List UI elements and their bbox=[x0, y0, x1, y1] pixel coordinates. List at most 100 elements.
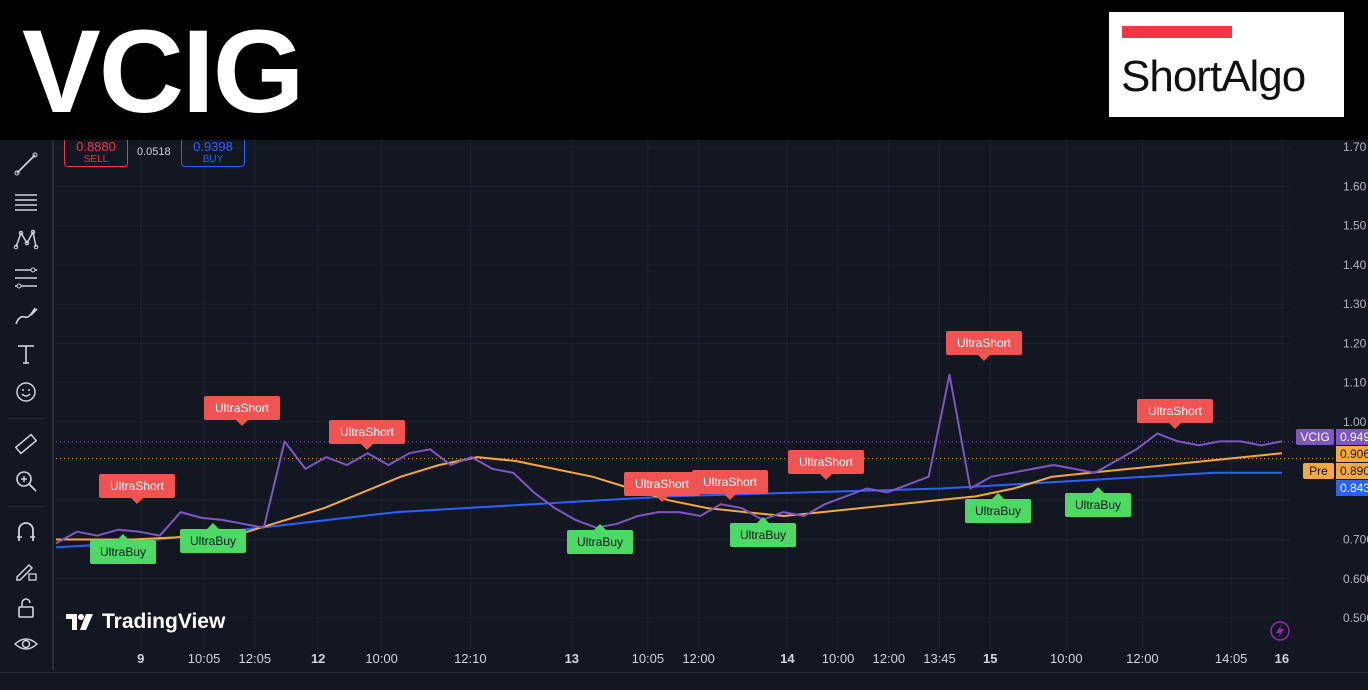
sell-button[interactable]: 0.8880 SELL bbox=[64, 140, 128, 167]
sell-label: SELL bbox=[83, 154, 109, 165]
x-tick-label: 13 bbox=[565, 651, 579, 666]
lock-icon[interactable] bbox=[10, 592, 42, 624]
ticker-symbol: VCIG bbox=[22, 6, 304, 138]
logo-red-bar bbox=[1122, 26, 1232, 38]
y-tick-label: 0.500 bbox=[1343, 611, 1368, 625]
x-tick-label: 9 bbox=[137, 651, 144, 666]
horizontal-lines-icon[interactable] bbox=[10, 186, 42, 218]
svg-text:UltraBuy: UltraBuy bbox=[1075, 498, 1121, 512]
svg-text:0.890: 0.890 bbox=[1340, 464, 1368, 478]
header-banner: VCIG ShortAlgo bbox=[0, 0, 1368, 140]
watermark-text: TradingView bbox=[102, 610, 226, 633]
tradingview-logo-icon bbox=[66, 614, 93, 630]
svg-text:UltraShort: UltraShort bbox=[799, 455, 854, 469]
ultrashort-signal[interactable]: UltraShort bbox=[946, 331, 1022, 361]
buy-price: 0.9398 bbox=[193, 139, 233, 154]
x-tick-label: 10:00 bbox=[822, 651, 855, 666]
svg-text:0.949: 0.949 bbox=[1340, 430, 1368, 444]
price-line bbox=[55, 373, 1283, 545]
svg-text:UltraShort: UltraShort bbox=[215, 401, 270, 415]
tradingview-watermark: TradingView bbox=[66, 610, 225, 634]
magnet-icon[interactable] bbox=[10, 516, 42, 548]
price-badge: 0.906 bbox=[1336, 446, 1368, 462]
x-tick-label: 12:00 bbox=[1126, 651, 1159, 666]
spread-value: 0.0518 bbox=[137, 146, 171, 158]
lock-draw-icon[interactable] bbox=[10, 554, 42, 586]
svg-text:UltraShort: UltraShort bbox=[635, 477, 690, 491]
ultrabuy-signal[interactable]: UltraBuy bbox=[180, 523, 246, 553]
ultrabuy-signal[interactable]: UltraBuy bbox=[1065, 487, 1131, 517]
svg-text:UltraShort: UltraShort bbox=[703, 475, 758, 489]
fib-icon[interactable] bbox=[10, 262, 42, 294]
y-tick-label: 1.30 bbox=[1343, 297, 1367, 311]
svg-text:UltraShort: UltraShort bbox=[1148, 404, 1203, 418]
svg-text:UltraShort: UltraShort bbox=[110, 479, 165, 493]
price-badge: VCIG 0.949 bbox=[1296, 429, 1368, 445]
brush-icon[interactable] bbox=[10, 300, 42, 332]
ultrashort-signal[interactable]: UltraShort bbox=[99, 474, 175, 504]
x-tick-label: 15 bbox=[983, 651, 997, 666]
svg-text:UltraBuy: UltraBuy bbox=[190, 534, 236, 548]
svg-text:UltraBuy: UltraBuy bbox=[975, 504, 1021, 518]
emoji-icon[interactable] bbox=[10, 376, 42, 408]
x-tick-label: 13:45 bbox=[923, 651, 956, 666]
sell-price: 0.8880 bbox=[76, 139, 116, 154]
ultrashort-signal[interactable]: UltraShort bbox=[1137, 399, 1213, 429]
x-tick-label: 14:05 bbox=[1215, 651, 1248, 666]
svg-text:0.843: 0.843 bbox=[1340, 481, 1368, 495]
y-tick-label: 1.60 bbox=[1343, 179, 1367, 193]
x-tick-label: 12:05 bbox=[239, 651, 272, 666]
ultrashort-signal[interactable]: UltraShort bbox=[329, 420, 405, 450]
zoom-in-icon[interactable] bbox=[10, 465, 42, 497]
ultrabuy-signal[interactable]: UltraBuy bbox=[567, 524, 633, 554]
svg-text:UltraBuy: UltraBuy bbox=[100, 545, 146, 559]
ruler-icon[interactable] bbox=[10, 428, 42, 460]
bottom-toolbar bbox=[0, 672, 1368, 690]
price-badge: 0.843 bbox=[1336, 480, 1368, 496]
logo-text: ShortAlgo bbox=[1121, 52, 1306, 101]
pattern-icon[interactable] bbox=[10, 224, 42, 256]
svg-text:Pre: Pre bbox=[1309, 464, 1328, 478]
eye-icon[interactable] bbox=[10, 628, 42, 660]
trend-line-icon[interactable] bbox=[10, 148, 42, 180]
ultrabuy-signal[interactable]: UltraBuy bbox=[730, 517, 796, 547]
ultrabuy-signal[interactable]: UltraBuy bbox=[90, 534, 156, 564]
buy-button[interactable]: 0.9398 BUY bbox=[181, 140, 245, 167]
ultrashort-signal[interactable]: UltraShort bbox=[788, 450, 864, 480]
x-tick-label: 12:10 bbox=[454, 651, 487, 666]
drawing-toolbar bbox=[0, 140, 52, 689]
lightning-icon[interactable] bbox=[1270, 621, 1290, 641]
toolbar-divider bbox=[8, 418, 44, 419]
ultrashort-signal[interactable]: UltraShort bbox=[624, 472, 700, 502]
x-tick-label: 10:00 bbox=[1050, 651, 1083, 666]
svg-text:UltraShort: UltraShort bbox=[340, 425, 395, 439]
text-icon[interactable] bbox=[10, 338, 42, 370]
svg-text:VCIG: VCIG bbox=[1300, 430, 1329, 444]
y-tick-label: 1.70 bbox=[1343, 140, 1367, 154]
svg-text:UltraBuy: UltraBuy bbox=[740, 528, 786, 542]
x-tick-label: 14 bbox=[780, 651, 795, 666]
svg-text:UltraBuy: UltraBuy bbox=[577, 535, 623, 549]
x-tick-label: 16 bbox=[1275, 651, 1289, 666]
x-tick-label: 12:00 bbox=[682, 651, 715, 666]
y-tick-label: 1.20 bbox=[1343, 336, 1367, 350]
ultrabuy-signal[interactable]: UltraBuy bbox=[965, 493, 1031, 523]
y-tick-label: 1.10 bbox=[1343, 376, 1367, 390]
toolbar-edge bbox=[52, 140, 54, 670]
x-tick-label: 10:05 bbox=[188, 651, 221, 666]
x-tick-label: 12 bbox=[311, 651, 325, 666]
ultrashort-signal[interactable]: UltraShort bbox=[692, 470, 768, 500]
buy-label: BUY bbox=[202, 154, 224, 165]
y-tick-label: 1.50 bbox=[1343, 219, 1367, 233]
y-tick-label: 1.00 bbox=[1343, 415, 1367, 429]
x-tick-label: 10:00 bbox=[365, 651, 398, 666]
shortalgo-logo: ShortAlgo bbox=[1109, 12, 1344, 117]
svg-text:0.906: 0.906 bbox=[1340, 447, 1368, 461]
toolbar-divider bbox=[8, 506, 44, 507]
price-badge: Pre 0.890 bbox=[1303, 463, 1368, 479]
y-tick-label: 0.700 bbox=[1343, 533, 1368, 547]
y-tick-label: 0.600 bbox=[1343, 572, 1368, 586]
svg-text:UltraShort: UltraShort bbox=[957, 336, 1012, 350]
ultrashort-signal[interactable]: UltraShort bbox=[204, 396, 280, 426]
